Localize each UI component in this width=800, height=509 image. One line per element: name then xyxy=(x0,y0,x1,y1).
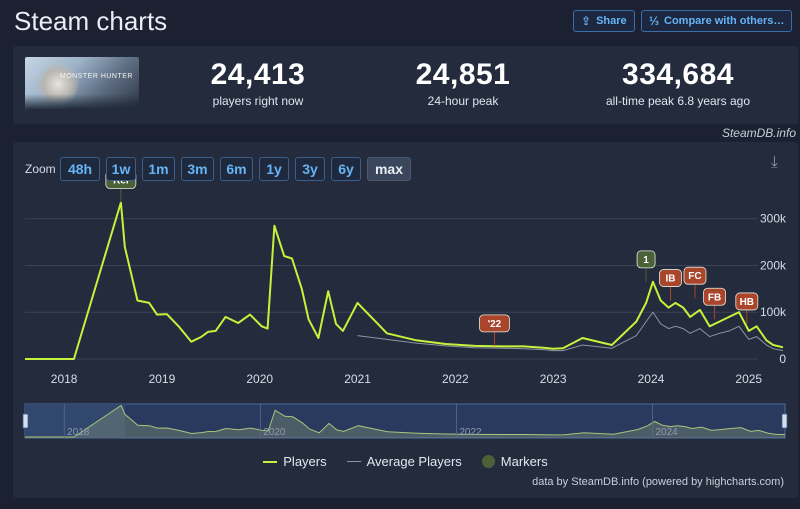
y-tick-label: 100k xyxy=(760,305,787,319)
zoom-button-6y[interactable]: 6y xyxy=(331,157,361,181)
navigator-line xyxy=(25,404,786,438)
chart-footnote: data by SteamDB.info (powered by highcha… xyxy=(532,476,784,488)
compare-button-label: Compare with others… xyxy=(664,15,785,27)
x-tick-label: 2025 xyxy=(735,372,762,386)
series-players-line xyxy=(25,201,784,360)
navigator-tick-label: 2024 xyxy=(655,427,678,438)
x-tick-label: 2021 xyxy=(344,372,371,386)
zoom-button-1y[interactable]: 1y xyxy=(259,157,289,181)
thumbnail-shade xyxy=(25,94,139,110)
navigator-tick-label: 2020 xyxy=(263,427,286,438)
y-tick-label: 0 xyxy=(779,352,786,366)
x-tick-label: 2020 xyxy=(246,372,273,386)
marker-label: FB xyxy=(708,292,721,303)
stat-alltime-peak-label: all-time peak 6.8 years ago xyxy=(605,94,751,108)
navigator-tick-label: 2022 xyxy=(459,427,482,438)
legend-markers-label: Markers xyxy=(500,454,548,469)
marker-label: IB xyxy=(666,274,676,285)
marker-badge xyxy=(735,292,759,311)
legend-markers[interactable]: Markers xyxy=(481,454,548,469)
legend-average[interactable]: Average Players xyxy=(346,454,462,469)
stat-current-label: players right now xyxy=(212,94,304,108)
zoom-button-3y[interactable]: 3y xyxy=(295,157,325,181)
zoom-button-3m[interactable]: 3m xyxy=(181,157,214,181)
x-tick-label: 2023 xyxy=(540,372,567,386)
legend-players-label: Players xyxy=(283,454,327,469)
marker-badge xyxy=(703,287,726,306)
x-tick-label: 2022 xyxy=(442,372,469,386)
marker-badge xyxy=(683,266,707,285)
marker-label: 1 xyxy=(643,255,649,266)
legend-markers-swatch xyxy=(481,455,495,468)
legend-players-swatch xyxy=(263,460,278,463)
marker-label: '22 xyxy=(488,319,502,330)
steamdb-credit[interactable]: SteamDB.info xyxy=(721,126,796,140)
chart-panel: 0 100k 200k 300k 2018 2019 2020 2021 2022 2023 202… xyxy=(13,142,798,498)
share-button-label: Share xyxy=(596,15,627,27)
stat-alltime-peak-value: 334,684 xyxy=(622,58,734,91)
marker-badge xyxy=(636,250,656,269)
zoom-button-1m[interactable]: 1m xyxy=(142,157,175,181)
download-icon[interactable]: ⤓ xyxy=(770,154,778,171)
marker-label: HB xyxy=(740,297,754,308)
compare-icon: ⅓ xyxy=(649,14,660,28)
stat-current: 24,413 players right now xyxy=(183,58,333,108)
y-tick-label: 300k xyxy=(760,212,787,226)
navigator-handle-left xyxy=(22,413,29,429)
zoom-button-1w[interactable]: 1w xyxy=(106,157,136,181)
stat-current-value: 24,413 xyxy=(210,58,306,91)
share-button[interactable]: ⇪ Share xyxy=(573,10,635,32)
game-logo: MONSTER HUNTER xyxy=(59,73,133,80)
stat-24h-peak: 24,851 24-hour peak xyxy=(388,58,538,108)
stat-24h-peak-value: 24,851 xyxy=(415,58,511,91)
zoom-button-6m[interactable]: 6m xyxy=(220,157,253,181)
x-tick-label: 2019 xyxy=(149,372,176,386)
stat-24h-peak-label: 24-hour peak xyxy=(427,94,499,108)
stat-alltime-peak: 334,684 all-time peak 6.8 years ago xyxy=(588,58,768,108)
zoom-label: Zoom xyxy=(25,162,56,176)
navigator-area xyxy=(25,405,785,438)
marker-label: FC xyxy=(688,271,701,282)
zoom-button-48h[interactable]: 48h xyxy=(60,157,100,181)
chart-legend: Players Average Players Markers xyxy=(13,454,798,469)
share-icon: ⇪ xyxy=(581,14,592,28)
legend-average-label: Average Players xyxy=(366,454,462,469)
game-thumbnail[interactable]: MONSTER HUNTER xyxy=(25,57,139,110)
y-tick-label: 200k xyxy=(760,258,787,272)
zoom-button-max[interactable]: max xyxy=(367,157,411,181)
x-tick-label: 2024 xyxy=(638,372,665,386)
marker-badge xyxy=(479,314,510,333)
series-average-line xyxy=(357,311,784,352)
navigator-tick-label: 2018 xyxy=(67,427,90,438)
page-title: Steam charts xyxy=(14,6,168,36)
x-tick-label: 2018 xyxy=(51,372,78,386)
legend-players[interactable]: Players xyxy=(263,454,327,469)
player-chart[interactable]: 0 100k 200k 300k 2018 2019 2020 2021 2022 2023 202… xyxy=(13,142,798,498)
navigator-handle-right xyxy=(781,413,788,429)
marker-badge xyxy=(659,269,682,287)
compare-button[interactable]: ⅓ Compare with others… xyxy=(641,10,793,32)
legend-average-swatch xyxy=(346,461,361,462)
stats-bar: MONSTER HUNTER 24,413 players right now … xyxy=(13,46,798,124)
navigator-selection-left xyxy=(25,404,125,438)
